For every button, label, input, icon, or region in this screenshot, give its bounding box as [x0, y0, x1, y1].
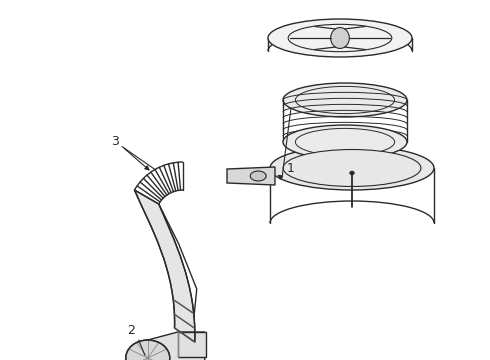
Text: 2: 2 [127, 324, 135, 337]
Text: 3: 3 [111, 135, 119, 148]
Ellipse shape [283, 83, 407, 117]
FancyBboxPatch shape [178, 332, 206, 357]
Polygon shape [227, 167, 275, 185]
Polygon shape [134, 190, 195, 342]
Ellipse shape [268, 19, 412, 57]
Ellipse shape [126, 340, 170, 360]
Ellipse shape [295, 86, 394, 114]
Ellipse shape [270, 146, 434, 190]
Ellipse shape [283, 125, 407, 159]
Text: 1: 1 [287, 162, 295, 175]
Ellipse shape [331, 28, 349, 49]
Ellipse shape [350, 171, 354, 175]
Ellipse shape [283, 149, 421, 186]
Ellipse shape [250, 171, 266, 181]
Ellipse shape [288, 24, 392, 52]
Polygon shape [135, 332, 205, 360]
